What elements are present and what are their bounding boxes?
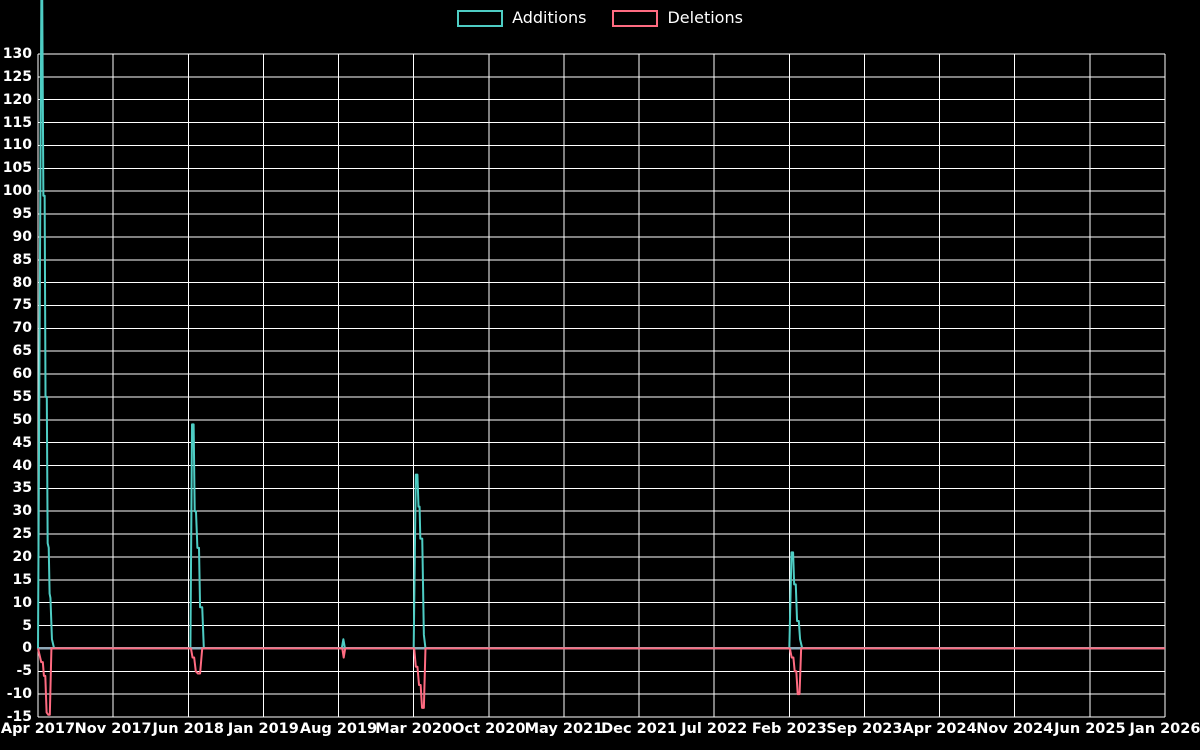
y-tick-label: 130 bbox=[2, 46, 32, 62]
x-tick-label: Apr 2024 bbox=[902, 721, 977, 737]
y-tick-label: 105 bbox=[2, 160, 32, 177]
x-tick-label: Jan 2019 bbox=[227, 721, 299, 737]
legend-entry-deletions[interactable]: Deletions bbox=[612, 8, 743, 27]
y-tick-label: 110 bbox=[2, 137, 32, 154]
x-tick-label: Jul 2022 bbox=[681, 721, 748, 737]
y-tick-label: 5 bbox=[22, 617, 32, 634]
y-tick-label: 20 bbox=[12, 548, 32, 565]
y-tick-label: -15 bbox=[6, 709, 32, 725]
x-tick-label: Nov 2024 bbox=[976, 721, 1054, 737]
y-tick-label: 10 bbox=[12, 594, 32, 611]
y-tick-label: 120 bbox=[2, 91, 32, 108]
y-tick-label: 90 bbox=[12, 228, 32, 245]
chart-legend: Additions Deletions bbox=[0, 0, 1200, 36]
gridlines bbox=[37, 53, 1166, 718]
series-line-additions bbox=[37, 0, 1165, 650]
data-series-layer bbox=[37, 0, 1165, 716]
y-tick-label: 125 bbox=[2, 68, 32, 85]
y-tick-label: 15 bbox=[12, 571, 32, 588]
legend-label-additions: Additions bbox=[512, 8, 587, 27]
y-tick-label: 115 bbox=[2, 114, 32, 131]
x-tick-label: Jun 2018 bbox=[152, 721, 224, 737]
x-tick-label: Dec 2021 bbox=[601, 721, 677, 737]
x-tick-label: Jan 2026 bbox=[1129, 721, 1200, 737]
y-tick-label: 25 bbox=[12, 526, 32, 543]
y-tick-label: 100 bbox=[2, 183, 32, 200]
y-tick-label: -10 bbox=[6, 686, 32, 703]
series-line-deletions bbox=[37, 647, 1165, 716]
y-tick-label: 95 bbox=[12, 206, 32, 223]
x-tick-label: Apr 2017 bbox=[0, 721, 76, 737]
legend-swatch-additions-icon bbox=[457, 9, 504, 27]
x-tick-label: Aug 2019 bbox=[299, 721, 378, 737]
plot-area bbox=[37, 0, 1166, 718]
y-tick-label: 50 bbox=[12, 411, 32, 428]
y-tick-label: 35 bbox=[12, 480, 32, 497]
x-tick-label: Oct 2020 bbox=[452, 721, 526, 737]
x-tick-label: Mar 2020 bbox=[375, 721, 453, 737]
y-tick-label: 45 bbox=[12, 434, 32, 451]
x-tick-label: Feb 2023 bbox=[751, 721, 827, 737]
x-tick-label: Nov 2017 bbox=[74, 721, 152, 737]
y-tick-label: 80 bbox=[12, 274, 32, 291]
legend-swatch-deletions-icon bbox=[612, 9, 659, 27]
y-tick-label: 65 bbox=[12, 343, 32, 360]
y-tick-label: 30 bbox=[12, 503, 32, 520]
legend-entry-additions[interactable]: Additions bbox=[457, 8, 587, 27]
x-tick-label: May 2021 bbox=[524, 721, 604, 737]
y-tick-label: 70 bbox=[12, 320, 32, 337]
y-tick-label: 85 bbox=[12, 251, 32, 268]
y-tick-label: 60 bbox=[12, 366, 32, 383]
y-tick-label: 55 bbox=[12, 388, 32, 405]
y-tick-label: 0 bbox=[22, 640, 32, 657]
x-tick-label: Jun 2025 bbox=[1054, 721, 1126, 737]
x-tick-label: Sep 2023 bbox=[826, 721, 903, 737]
y-tick-label: 75 bbox=[12, 297, 32, 314]
legend-label-deletions: Deletions bbox=[667, 8, 743, 27]
y-tick-label: -5 bbox=[16, 663, 32, 680]
y-tick-label: 40 bbox=[12, 457, 32, 474]
